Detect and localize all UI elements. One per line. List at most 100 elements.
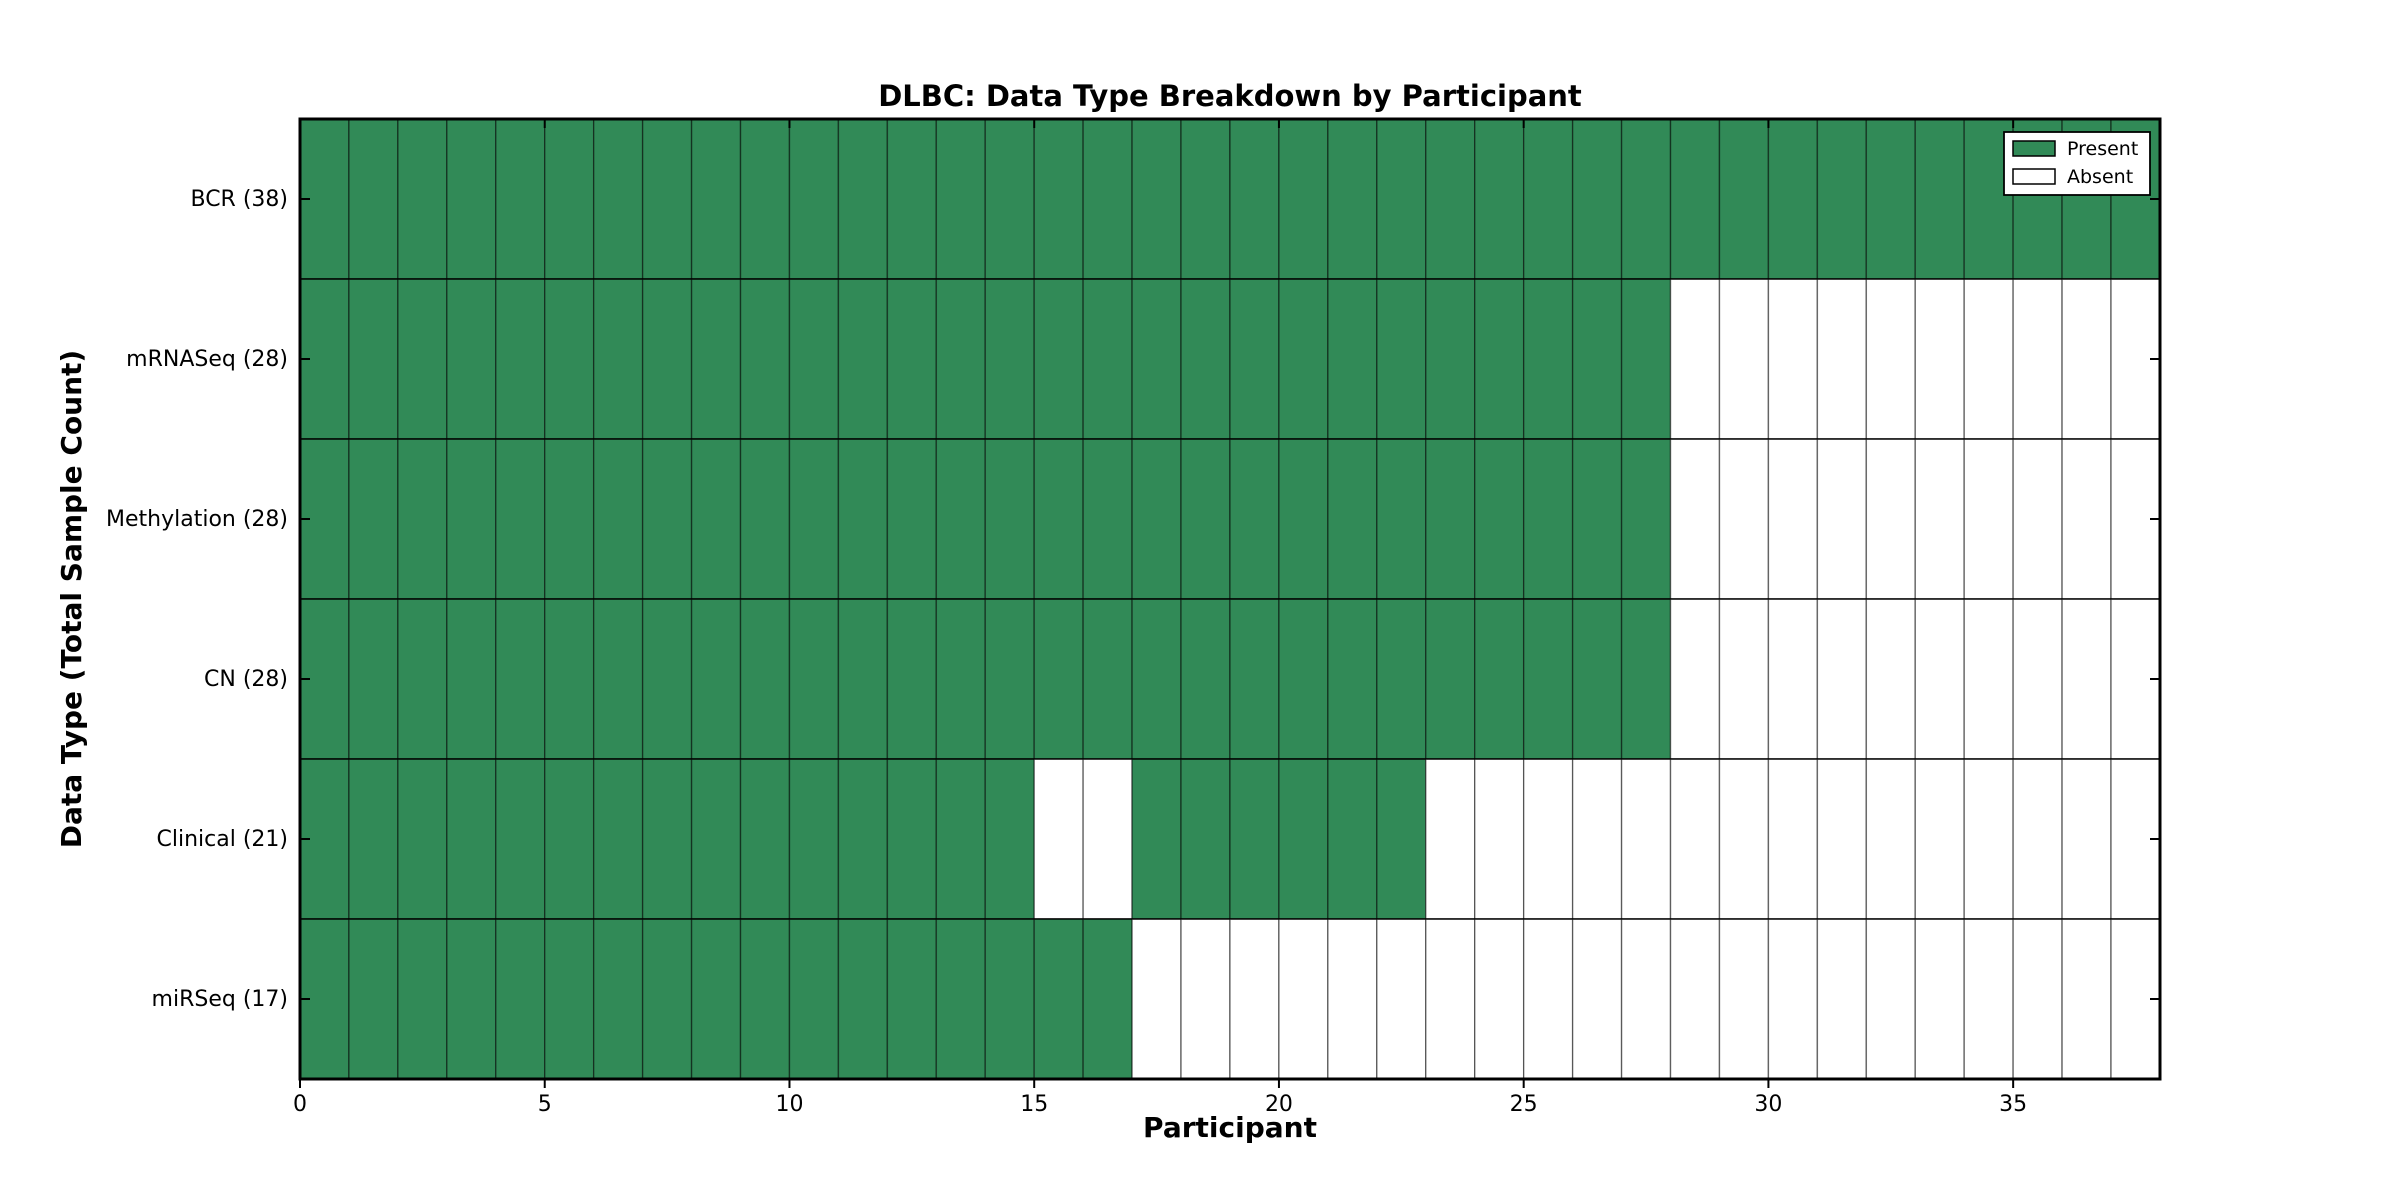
heatmap-cell: [348, 758, 399, 920]
heatmap-cell: [739, 278, 791, 440]
heatmap-cell: [1620, 918, 1672, 1080]
heatmap-cell: [1229, 758, 1280, 920]
heatmap-cell: [739, 598, 791, 760]
heatmap-cell: [1278, 918, 1329, 1080]
heatmap-cell: [1718, 758, 1770, 920]
heatmap-cell: [886, 278, 938, 440]
heatmap-cell: [1669, 118, 1721, 280]
heatmap-cell: [1033, 278, 1084, 440]
heatmap-cell: [788, 918, 840, 1080]
heatmap-cell: [1376, 918, 1427, 1080]
heatmap-cell: [1082, 598, 1133, 760]
heatmap-cell: [446, 118, 497, 280]
y-tick-label: BCR (38): [190, 187, 288, 212]
heatmap-cell: [2012, 438, 2063, 600]
heatmap-cell: [1327, 118, 1378, 280]
heatmap-cell: [1180, 278, 1231, 440]
heatmap-cell: [690, 918, 742, 1080]
heatmap-cell: [837, 278, 889, 440]
heatmap-cell: [690, 278, 742, 440]
heatmap-cell: [984, 118, 1035, 280]
heatmap-cell: [1571, 278, 1623, 440]
heatmap-cell: [739, 758, 791, 920]
heatmap-cell: [1669, 598, 1721, 760]
heatmap-cell: [984, 278, 1035, 440]
heatmap-cell: [1131, 758, 1182, 920]
heatmap-cell: [1816, 438, 1868, 600]
heatmap-cell: [1033, 758, 1084, 920]
legend-swatch-present: [2012, 140, 2056, 157]
heatmap-cell: [788, 118, 840, 280]
heatmap-cell: [348, 118, 399, 280]
heatmap-cell: [1180, 598, 1231, 760]
heatmap-cell: [935, 118, 986, 280]
heatmap-cell: [1914, 278, 1965, 440]
heatmap-cell: [1963, 598, 2014, 760]
legend-swatch-absent: [2012, 168, 2056, 185]
heatmap-cell: [1425, 758, 1476, 920]
heatmap-cell: [1278, 758, 1329, 920]
heatmap-cell: [690, 598, 742, 760]
heatmap-cell: [1082, 758, 1133, 920]
legend-label: Absent: [2067, 166, 2133, 188]
heatmap-cell: [348, 438, 399, 600]
heatmap-cell: [1718, 118, 1770, 280]
heatmap-cell: [397, 598, 448, 760]
heatmap-cell: [2012, 758, 2063, 920]
heatmap-cell: [1376, 278, 1427, 440]
heatmap-cell: [1963, 758, 2014, 920]
heatmap-cell: [1865, 438, 1916, 600]
heatmap-cell: [1327, 918, 1378, 1080]
heatmap-cell: [935, 758, 986, 920]
heatmap-cell: [397, 918, 448, 1080]
heatmap-cell: [2012, 918, 2063, 1080]
chart-title: DLBC: Data Type Breakdown by Participant: [878, 79, 1582, 113]
heatmap-cell: [1278, 278, 1329, 440]
heatmap-cell: [788, 278, 840, 440]
heatmap-cell: [1425, 278, 1476, 440]
heatmap-cell: [1816, 598, 1868, 760]
heatmap-cell: [886, 118, 938, 280]
heatmap-cell: [935, 598, 986, 760]
heatmap-cell: [1082, 918, 1133, 1080]
heatmap-cell: [446, 918, 497, 1080]
heatmap-cell: [1082, 278, 1133, 440]
heatmap-cell: [1865, 598, 1916, 760]
heatmap-cell: [1669, 918, 1721, 1080]
heatmap-cell: [1571, 118, 1623, 280]
y-tick-label: Clinical (21): [157, 827, 288, 852]
heatmap-cell: [544, 438, 595, 600]
heatmap-cell: [984, 758, 1035, 920]
heatmap-cell: [1718, 438, 1770, 600]
heatmap-cell: [1131, 118, 1182, 280]
heatmap-cell: [935, 438, 986, 600]
heatmap-cell: [1180, 918, 1231, 1080]
heatmap-cell: [1033, 598, 1084, 760]
heatmap-cell: [397, 438, 448, 600]
heatmap-cell: [495, 118, 546, 280]
heatmap-cell: [788, 438, 840, 600]
heatmap-cell: [1914, 118, 1965, 280]
heatmap-cell: [1376, 758, 1427, 920]
heatmap-cell: [1474, 278, 1525, 440]
y-tick-label: Methylation (28): [106, 507, 288, 532]
heatmap-cell: [886, 918, 938, 1080]
heatmap-cell: [1278, 598, 1329, 760]
heatmap-cell: [1914, 598, 1965, 760]
heatmap-cell: [1131, 278, 1182, 440]
heatmap-cell: [1767, 918, 1819, 1080]
heatmap-cell: [1376, 118, 1427, 280]
heatmap-cell: [1131, 598, 1182, 760]
heatmap-cell: [2061, 758, 2112, 920]
heatmap-cell: [1522, 918, 1574, 1080]
heatmap-cell: [544, 598, 595, 760]
heatmap-cell: [837, 918, 889, 1080]
heatmap-cell: [1327, 438, 1378, 600]
heatmap-cell: [1914, 758, 1965, 920]
y-tick-label: mRNASeq (28): [126, 347, 288, 372]
heatmap-cell: [1131, 438, 1182, 600]
heatmap-cell: [886, 758, 938, 920]
heatmap-cell: [739, 118, 791, 280]
heatmap-cell: [1522, 438, 1574, 600]
heatmap-cell: [1620, 598, 1672, 760]
